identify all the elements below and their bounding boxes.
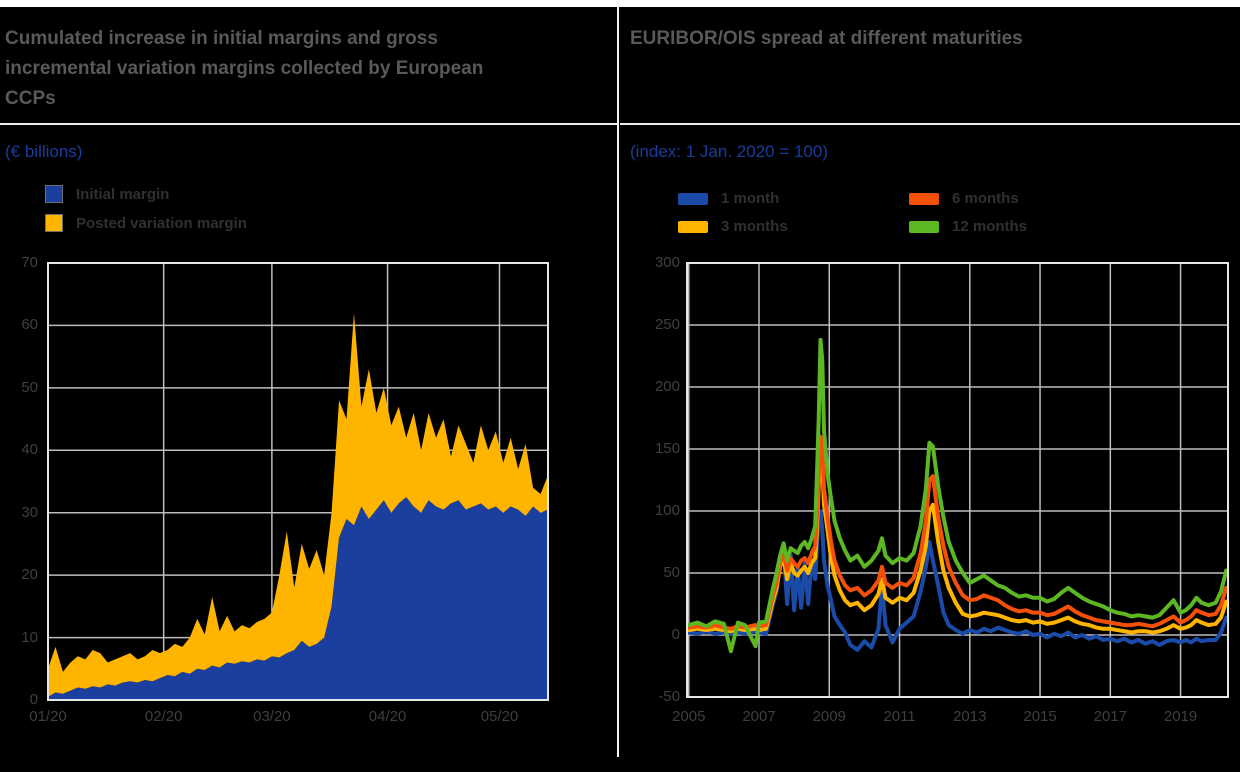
left-title-rule: [0, 123, 618, 125]
left-chart-legend: Initial margin Posted variation margin: [45, 185, 247, 243]
x-axis-tick-label: 2009: [812, 708, 846, 725]
right-chart-subtitle: (index: 1 Jan. 2020 = 100): [630, 142, 828, 161]
legend-label: Posted variation margin: [76, 214, 247, 232]
right-chart-title: EURIBOR/OIS spread at different maturiti…: [630, 28, 1023, 49]
legend-item: 12 months: [909, 218, 1027, 235]
top-border-bar: [0, 0, 1240, 7]
legend-item: 1 month: [678, 190, 909, 207]
legend-item: 6 months: [909, 190, 1027, 207]
legend-swatch-initial-margin: [45, 185, 63, 203]
left-chart-grid: [47, 262, 548, 701]
legend-swatch-6-months: [909, 192, 939, 205]
legend-label: 6 months: [952, 190, 1019, 207]
y-axis-tick-label: 200: [654, 378, 680, 395]
right-chart-border: [686, 262, 1229, 698]
x-axis-tick-label: 2019: [1163, 708, 1198, 725]
legend-swatch-1-month: [678, 192, 708, 205]
legend-label: Initial margin: [76, 185, 170, 203]
y-axis-tick-label: 10: [21, 628, 38, 646]
legend-label: 1 month: [721, 190, 780, 207]
y-axis-tick-label: 40: [21, 441, 38, 459]
y-axis-tick-label: 250: [654, 316, 680, 333]
x-axis-tick-label: 01/20: [29, 708, 67, 725]
y-axis-tick-label: 20: [21, 566, 38, 584]
y-axis-tick-label: 150: [654, 440, 680, 457]
y-axis-tick-label: 50: [21, 378, 38, 396]
y-axis-tick-label: 60: [21, 316, 38, 334]
x-axis-tick-label: 2017: [1093, 708, 1127, 725]
right-chart-legend: 1 month 3 months 6 months 12 months: [678, 190, 1027, 235]
legend-item: Initial margin: [45, 185, 247, 203]
left-chart-subtitle: (€ billions): [5, 142, 83, 161]
left-chart-title: Cumulated increase in initial margins an…: [5, 28, 484, 109]
area-series-initial-margin: [48, 497, 548, 700]
x-axis-tick-label: 2013: [953, 708, 987, 725]
x-axis-tick-label: 2011: [883, 708, 916, 725]
area-series-posted-variation-margin: [48, 312, 548, 697]
left-chart-border: [47, 262, 549, 701]
right-chart-grid: [687, 262, 1228, 698]
legend-item: Posted variation margin: [45, 214, 247, 232]
x-axis-tick-label: 2005: [672, 708, 706, 725]
panel-divider: [617, 0, 619, 757]
y-axis-tick-label: 70: [21, 254, 38, 271]
y-axis-tick-label: 100: [654, 502, 680, 519]
x-axis-tick-label: 2007: [742, 708, 776, 725]
y-axis-tick-label: -50: [658, 688, 680, 705]
y-axis-tick-label: 50: [663, 564, 680, 581]
line-series-1-month: [686, 509, 1229, 652]
y-axis-tick-label: 0: [671, 626, 680, 643]
line-series-6-months: [686, 434, 1229, 631]
x-axis-tick-label: 03/20: [253, 708, 291, 725]
legend-label: 12 months: [952, 218, 1028, 235]
right-title-rule: [620, 123, 1240, 125]
y-axis-tick-label: 0: [29, 691, 38, 708]
y-axis-tick-label: 300: [654, 254, 680, 271]
x-axis-tick-label: 05/20: [480, 708, 519, 725]
legend-label: 3 months: [721, 218, 788, 235]
legend-item: 3 months: [678, 218, 909, 235]
legend-swatch-12-months: [909, 220, 939, 233]
x-axis-tick-label: 04/20: [368, 708, 407, 725]
legend-swatch-posted-variation-margin: [45, 214, 63, 232]
x-axis-tick-label: 02/20: [144, 708, 183, 725]
line-series-3-months: [686, 449, 1229, 635]
y-axis-tick-label: 30: [21, 503, 38, 521]
x-axis-tick-label: 2015: [1023, 708, 1057, 725]
line-series-12-months: [686, 337, 1229, 654]
legend-swatch-3-months: [678, 220, 708, 233]
